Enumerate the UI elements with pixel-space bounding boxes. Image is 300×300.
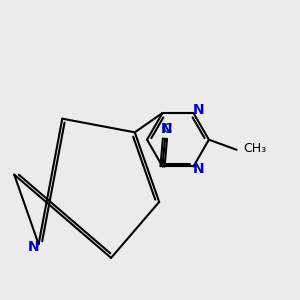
Text: CH₃: CH₃	[243, 142, 266, 155]
Text: N: N	[28, 240, 39, 254]
Text: C: C	[161, 122, 171, 136]
Text: N: N	[193, 162, 205, 176]
Text: N: N	[193, 103, 205, 117]
Text: N: N	[161, 122, 172, 136]
